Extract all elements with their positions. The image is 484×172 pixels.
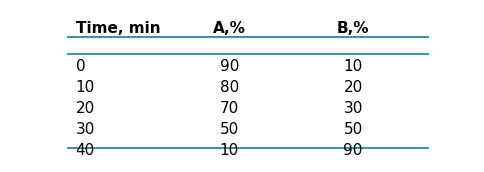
Text: B,%: B,% <box>337 21 369 36</box>
Text: 40: 40 <box>76 143 95 158</box>
Text: Time, min: Time, min <box>76 21 160 36</box>
Text: 0: 0 <box>76 59 85 74</box>
Text: 10: 10 <box>220 143 239 158</box>
Text: 20: 20 <box>344 80 363 95</box>
Text: A,%: A,% <box>213 21 246 36</box>
Text: 80: 80 <box>220 80 239 95</box>
Text: 20: 20 <box>76 101 95 116</box>
Text: 50: 50 <box>220 122 239 137</box>
Text: 30: 30 <box>76 122 95 137</box>
Text: 50: 50 <box>344 122 363 137</box>
Text: 90: 90 <box>343 143 363 158</box>
Text: 10: 10 <box>76 80 95 95</box>
Text: 90: 90 <box>220 59 239 74</box>
Text: 70: 70 <box>220 101 239 116</box>
Text: 30: 30 <box>343 101 363 116</box>
Text: 10: 10 <box>344 59 363 74</box>
